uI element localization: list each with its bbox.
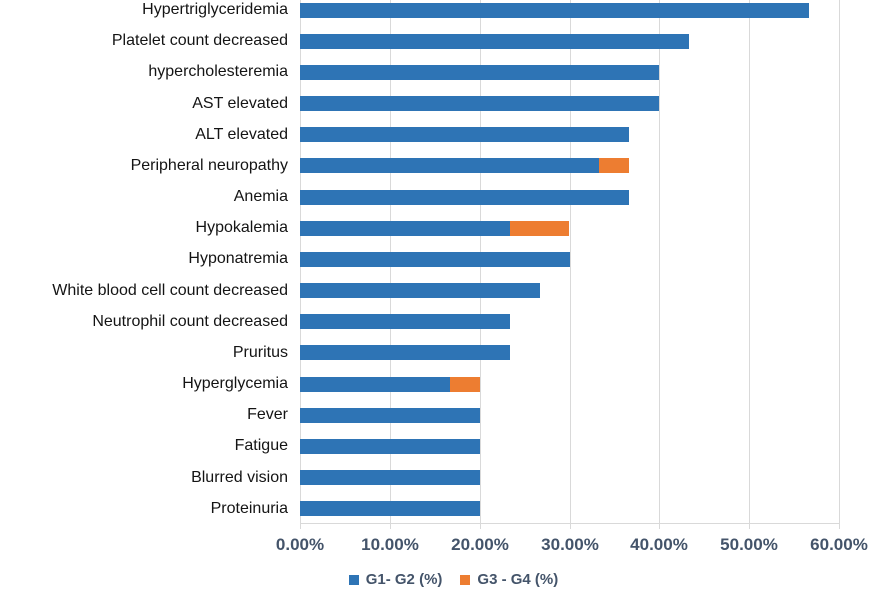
- axis-tick-label: 60.00%: [810, 535, 868, 554]
- category-label: Hyperglycemia: [182, 375, 288, 392]
- bar-segment-g1-g2: [300, 283, 540, 298]
- bar-segment-g1-g2: [300, 314, 510, 329]
- axis-tick-label: 50.00%: [720, 535, 778, 554]
- axis-tick: [570, 523, 571, 529]
- bar-segment-g1-g2: [300, 96, 660, 111]
- bar-segment-g1-g2: [300, 501, 480, 516]
- legend-label: G1- G2 (%): [365, 571, 443, 588]
- category-label: White blood cell count decreased: [52, 282, 288, 299]
- bar-segment-g3-g4: [449, 377, 480, 392]
- category-label: ALT elevated: [195, 126, 288, 143]
- bar-segment-g1-g2: [300, 34, 690, 49]
- legend-swatch-g3-g4: [460, 574, 471, 585]
- category-label: Neutrophil count decreased: [92, 313, 288, 330]
- bar-segment-g1-g2: [300, 252, 570, 267]
- bar-segment-g1-g2: [300, 3, 810, 18]
- category-label: Fever: [247, 406, 288, 423]
- category-label: Pruritus: [232, 344, 288, 361]
- category-label: Proteinuria: [210, 500, 288, 517]
- bar-segment-g1-g2: [300, 345, 510, 360]
- gridline: [659, 0, 660, 523]
- bar-segment-g1-g2: [300, 470, 480, 485]
- bar-segment-g1-g2: [300, 158, 600, 173]
- category-label: Hypokalemia: [195, 219, 288, 236]
- category-label: Blurred vision: [191, 469, 288, 486]
- category-label: Fatigue: [234, 437, 288, 454]
- bar-segment-g1-g2: [300, 439, 480, 454]
- bar-segment-g1-g2: [300, 127, 630, 142]
- plot-area: [300, 0, 840, 523]
- axis-tick-label: 10.00%: [361, 535, 419, 554]
- bar-segment-g1-g2: [300, 377, 450, 392]
- legend-item: G3 - G4 (%): [460, 571, 558, 588]
- category-label: Peripheral neuropathy: [130, 157, 288, 174]
- bar-segment-g1-g2: [300, 65, 660, 80]
- axis-tick-label: 20.00%: [451, 535, 509, 554]
- category-label: Hypertriglyceridemia: [142, 1, 288, 18]
- bar-segment-g3-g4: [599, 158, 630, 173]
- axis-tick: [480, 523, 481, 529]
- axis-tick-label: 40.00%: [630, 535, 688, 554]
- axis-tick: [659, 523, 660, 529]
- gridline: [570, 0, 571, 523]
- category-label: hypercholesteremia: [148, 63, 288, 80]
- bar-segment-g1-g2: [300, 408, 480, 423]
- axis-tick: [390, 523, 391, 529]
- legend-swatch-g1-g2: [348, 574, 359, 585]
- bar-segment-g3-g4: [509, 221, 570, 236]
- axis-tick-label: 30.00%: [541, 535, 599, 554]
- gridline: [749, 0, 750, 523]
- axis-tick: [300, 523, 301, 529]
- legend-label: G3 - G4 (%): [477, 571, 559, 588]
- bar-segment-g1-g2: [300, 221, 510, 236]
- axis-tick: [749, 523, 750, 529]
- axis-tick: [839, 523, 840, 529]
- x-axis-line: [300, 523, 840, 524]
- legend-item: G1- G2 (%): [348, 571, 443, 588]
- category-label: AST elevated: [192, 95, 288, 112]
- category-label: Hyponatremia: [188, 250, 288, 267]
- gridline: [839, 0, 840, 523]
- axis-tick-label: 0.00%: [275, 535, 325, 554]
- category-label: Platelet count decreased: [111, 32, 288, 49]
- category-label: Anemia: [233, 188, 288, 205]
- legend: G1- G2 (%) G3 - G4 (%): [0, 571, 885, 588]
- bar-segment-g1-g2: [300, 190, 630, 205]
